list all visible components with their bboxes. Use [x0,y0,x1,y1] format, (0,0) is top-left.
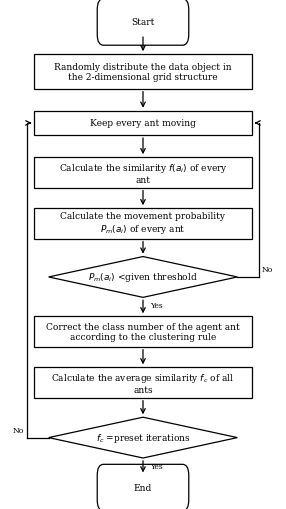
Text: Keep every ant moving: Keep every ant moving [90,119,196,128]
Bar [34,158,252,188]
Bar [34,55,252,90]
Bar [34,209,252,239]
Text: Yes: Yes [150,462,163,470]
Text: Calculate the similarity $f(a_i)$ of every
ant: Calculate the similarity $f(a_i)$ of eve… [59,161,227,185]
Text: Calculate the movement probability
$P_m(a_i)$ of every ant: Calculate the movement probability $P_m(… [61,212,225,236]
FancyBboxPatch shape [97,464,189,509]
Text: Calculate the average similarity $f_c$ of all
ants: Calculate the average similarity $f_c$ o… [51,371,235,394]
Polygon shape [49,257,237,298]
Text: No: No [262,265,273,273]
Polygon shape [49,417,237,458]
Text: Yes: Yes [150,302,163,310]
Text: Start: Start [131,18,155,27]
Text: $f_c$ =preset iterations: $f_c$ =preset iterations [96,431,190,444]
Text: $P_m(a_i)$ <given threshold: $P_m(a_i)$ <given threshold [88,271,198,284]
Text: End: End [134,483,152,492]
Text: No: No [13,426,24,434]
Text: Randomly distribute the data object in
the 2-dimensional grid structure: Randomly distribute the data object in t… [54,63,232,82]
Text: Correct the class number of the agent ant
according to the clustering rule: Correct the class number of the agent an… [46,322,240,342]
Bar [34,317,252,347]
FancyBboxPatch shape [97,0,189,46]
Bar [34,367,252,398]
Bar [34,111,252,136]
